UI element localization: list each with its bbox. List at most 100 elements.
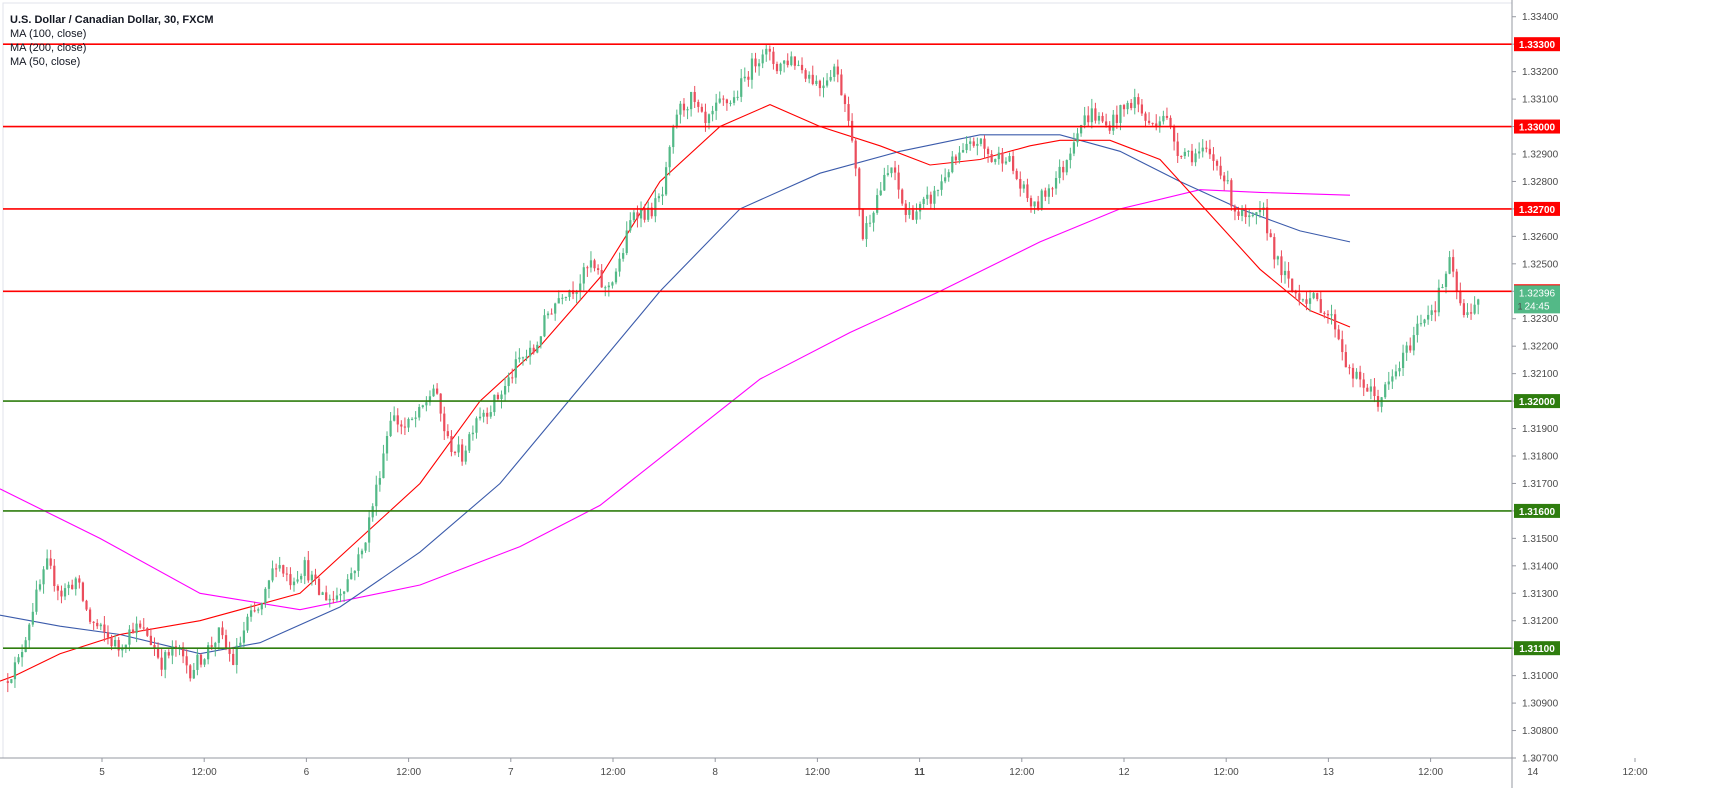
candle-body bbox=[958, 152, 961, 161]
candle-body bbox=[1090, 108, 1093, 123]
candle bbox=[471, 425, 474, 441]
candle-body bbox=[503, 386, 507, 395]
candle-body bbox=[911, 209, 915, 220]
candle-body bbox=[282, 565, 285, 574]
candle-body bbox=[1087, 115, 1090, 123]
candle-body bbox=[1416, 323, 1419, 336]
candle bbox=[81, 581, 85, 603]
candle bbox=[1248, 208, 1251, 227]
candle-body bbox=[496, 394, 500, 399]
candle-body bbox=[142, 627, 145, 629]
candle-body bbox=[135, 623, 138, 634]
resistance-level-label-bg bbox=[1514, 119, 1560, 134]
candle-body bbox=[829, 76, 832, 81]
candle bbox=[825, 73, 829, 88]
candle bbox=[1044, 187, 1047, 202]
candle bbox=[1351, 363, 1355, 388]
candle bbox=[1430, 304, 1433, 322]
candle bbox=[926, 186, 929, 206]
candle-body bbox=[375, 484, 378, 507]
candle-body bbox=[210, 645, 213, 647]
candle bbox=[1001, 147, 1004, 172]
candle-body bbox=[779, 63, 782, 72]
candle bbox=[267, 579, 271, 599]
candle bbox=[475, 416, 478, 439]
candle-body bbox=[296, 579, 299, 582]
candle bbox=[31, 602, 34, 627]
chart-legend: U.S. Dollar / Canadian Dollar, 30, FXCM … bbox=[10, 13, 214, 69]
candle-body bbox=[915, 211, 918, 220]
candle bbox=[818, 79, 822, 97]
candle bbox=[589, 251, 593, 273]
x-tick-label: 8 bbox=[712, 767, 718, 778]
candle-body bbox=[847, 104, 850, 121]
y-tick-label: 1.32600 bbox=[1522, 232, 1559, 243]
candle bbox=[114, 634, 117, 649]
candle-body bbox=[1369, 386, 1372, 392]
candle bbox=[600, 264, 603, 288]
y-tick-label: 1.31300 bbox=[1522, 589, 1559, 600]
candle-body bbox=[1097, 115, 1101, 121]
last-price-prefix: 1 bbox=[1517, 301, 1522, 311]
candle-body bbox=[439, 393, 442, 414]
candle-body bbox=[78, 578, 81, 583]
candle-body bbox=[1069, 153, 1072, 161]
x-tick-label: 11 bbox=[914, 767, 925, 778]
candle-body bbox=[146, 628, 149, 636]
candle bbox=[1337, 324, 1340, 341]
candle-body bbox=[1144, 113, 1147, 121]
candle-body bbox=[568, 290, 571, 297]
candle-body bbox=[10, 679, 13, 683]
candle-body bbox=[661, 194, 664, 197]
candle bbox=[300, 573, 303, 584]
candle bbox=[757, 59, 761, 76]
candle bbox=[929, 191, 932, 210]
candle bbox=[675, 109, 678, 129]
candle-body bbox=[1448, 257, 1451, 274]
x-tick-label: 12:00 bbox=[1418, 767, 1443, 778]
x-tick-label: 14 bbox=[1527, 767, 1539, 778]
candle bbox=[854, 137, 857, 177]
candle bbox=[1015, 168, 1018, 181]
candle-body bbox=[883, 174, 886, 191]
candle-body bbox=[933, 190, 936, 204]
candle bbox=[868, 214, 872, 228]
candle bbox=[1076, 128, 1079, 147]
candle-body bbox=[757, 63, 761, 67]
candle-body bbox=[1409, 345, 1412, 351]
price-labels: 1.333001.330001.327001.324001.320001.316… bbox=[1514, 37, 1560, 656]
candle bbox=[253, 601, 256, 613]
candle bbox=[1280, 250, 1283, 283]
y-tick-label: 1.32200 bbox=[1522, 342, 1559, 353]
candle bbox=[1251, 212, 1254, 218]
candle bbox=[1366, 383, 1369, 392]
candle bbox=[1455, 268, 1458, 300]
candle-body bbox=[1119, 105, 1122, 123]
candle bbox=[350, 567, 353, 580]
candle bbox=[1062, 160, 1065, 181]
countdown-label: 24:45 bbox=[1524, 301, 1549, 312]
candle bbox=[697, 99, 700, 113]
candle bbox=[690, 91, 693, 117]
candle-body bbox=[199, 654, 203, 665]
candle-body bbox=[625, 230, 628, 254]
x-tick-label: 12:00 bbox=[192, 767, 217, 778]
candle bbox=[1101, 112, 1104, 124]
candle bbox=[156, 642, 160, 660]
candle-body bbox=[718, 98, 721, 103]
candle bbox=[861, 208, 864, 241]
candle-body bbox=[672, 126, 675, 148]
candle-body bbox=[121, 648, 124, 651]
candle bbox=[446, 424, 449, 439]
candle-body bbox=[886, 173, 890, 175]
candle-body bbox=[521, 357, 525, 359]
candle-body bbox=[1137, 97, 1140, 105]
candle bbox=[389, 412, 392, 438]
candle bbox=[1255, 211, 1258, 225]
candle-body bbox=[686, 109, 689, 111]
candle bbox=[858, 167, 861, 217]
candle-body bbox=[704, 111, 707, 124]
candle bbox=[1355, 368, 1358, 380]
